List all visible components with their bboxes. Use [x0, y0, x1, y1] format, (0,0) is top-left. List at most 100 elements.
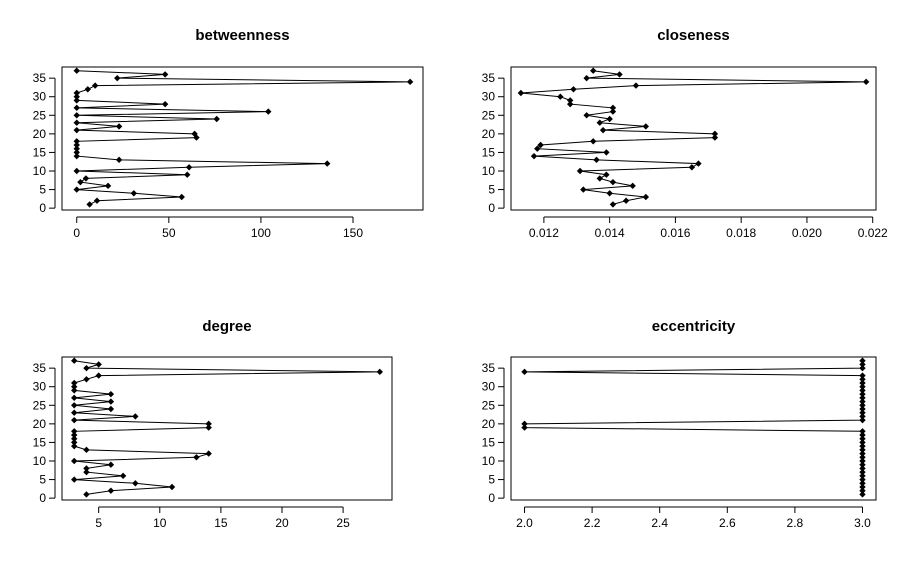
panel-degree: degree 5 10 15 20 25 0 5 10 15 20 25 30 35 — [33, 318, 393, 530]
data-point — [859, 409, 866, 416]
data-point — [859, 476, 866, 483]
data-point — [859, 372, 866, 379]
y-tick-label: 25 — [482, 108, 496, 122]
x-tick-label: 0.014 — [595, 226, 625, 240]
data-point — [73, 149, 80, 156]
data-point — [576, 167, 584, 175]
data-point — [73, 119, 80, 126]
data-point — [642, 193, 650, 201]
data-point — [632, 82, 640, 89]
data-point — [205, 450, 212, 457]
data-point — [71, 431, 78, 439]
data-point — [580, 186, 587, 193]
data-point — [596, 119, 603, 126]
x-tick-label: 2.0 — [516, 516, 533, 530]
data-point — [603, 149, 610, 156]
data-point — [859, 465, 866, 472]
data-point — [132, 480, 139, 487]
data-point — [73, 145, 80, 152]
data-point — [521, 424, 528, 431]
y-tick-label: 30 — [33, 380, 47, 394]
x-tick-label: 2.4 — [651, 516, 668, 530]
y-tick-label: 10 — [33, 164, 47, 178]
data-point — [73, 67, 80, 74]
y-tick-label: 20 — [33, 417, 47, 431]
y-tick-label: 0 — [39, 201, 46, 215]
y-tick-label: 20 — [482, 417, 496, 431]
data-point — [570, 86, 577, 93]
panel-title: degree — [202, 318, 251, 335]
data-point — [71, 442, 78, 450]
data-point — [114, 74, 121, 82]
data-point — [83, 465, 90, 472]
data-point — [859, 487, 866, 494]
data-point — [95, 372, 102, 379]
data-point — [73, 141, 80, 149]
data-point — [609, 201, 617, 208]
data-point — [566, 97, 574, 104]
data-point — [73, 167, 80, 175]
data-point — [859, 390, 866, 398]
data-point — [73, 152, 80, 160]
y-tick-label: 5 — [488, 473, 495, 487]
data-point — [205, 420, 212, 428]
data-point — [185, 164, 193, 171]
data-point — [859, 398, 866, 405]
data-point — [583, 74, 590, 82]
data-point — [859, 472, 866, 480]
data-point — [115, 156, 123, 164]
y-tick-label: 10 — [482, 164, 496, 178]
y-tick-label: 5 — [39, 473, 46, 487]
data-point — [71, 416, 78, 424]
data-point — [73, 97, 80, 104]
x-tick-label: 150 — [343, 226, 363, 240]
data-point — [73, 186, 80, 193]
data-point — [534, 145, 541, 152]
y-tick-label: 35 — [33, 361, 47, 375]
data-point — [521, 368, 528, 376]
data-point — [859, 435, 866, 442]
x-tick-label: 15 — [214, 516, 228, 530]
data-point — [71, 435, 78, 442]
data-point — [695, 160, 702, 167]
data-point — [859, 387, 866, 394]
data-point — [616, 71, 623, 78]
data-point — [119, 472, 127, 480]
x-tick-label: 2.2 — [584, 516, 601, 530]
data-point — [603, 171, 610, 178]
data-point — [859, 357, 866, 364]
data-point — [590, 67, 597, 74]
data-point — [859, 405, 866, 413]
x-tick-label: 0.020 — [792, 226, 822, 240]
x-tick-label: 3.0 — [854, 516, 871, 530]
x-tick-label: 10 — [153, 516, 167, 530]
data-point — [205, 424, 212, 431]
y-tick-label: 0 — [488, 491, 495, 505]
data-point — [537, 141, 544, 149]
y-tick-label: 30 — [482, 380, 496, 394]
data-point — [859, 454, 866, 461]
data-point — [107, 390, 115, 398]
data-point — [132, 413, 139, 420]
data-point — [859, 416, 866, 424]
y-tick-label: 20 — [33, 127, 47, 141]
data-point — [859, 461, 866, 468]
data-point — [859, 402, 866, 409]
panel-title: eccentricity — [652, 318, 736, 335]
data-point — [71, 357, 78, 364]
data-point — [609, 178, 617, 186]
data-point — [73, 112, 80, 119]
x-tick-label: 0.022 — [858, 226, 888, 240]
data-point — [859, 450, 866, 457]
data-point — [193, 454, 200, 461]
y-tick-label: 30 — [33, 90, 47, 104]
data-point — [606, 190, 613, 197]
data-point — [622, 197, 630, 204]
plot-frame — [510, 356, 877, 501]
data-point — [376, 368, 383, 376]
y-tick-label: 15 — [33, 435, 47, 449]
data-point — [71, 409, 78, 416]
data-point — [711, 130, 719, 138]
data-point — [83, 376, 90, 383]
data-point — [83, 468, 90, 476]
